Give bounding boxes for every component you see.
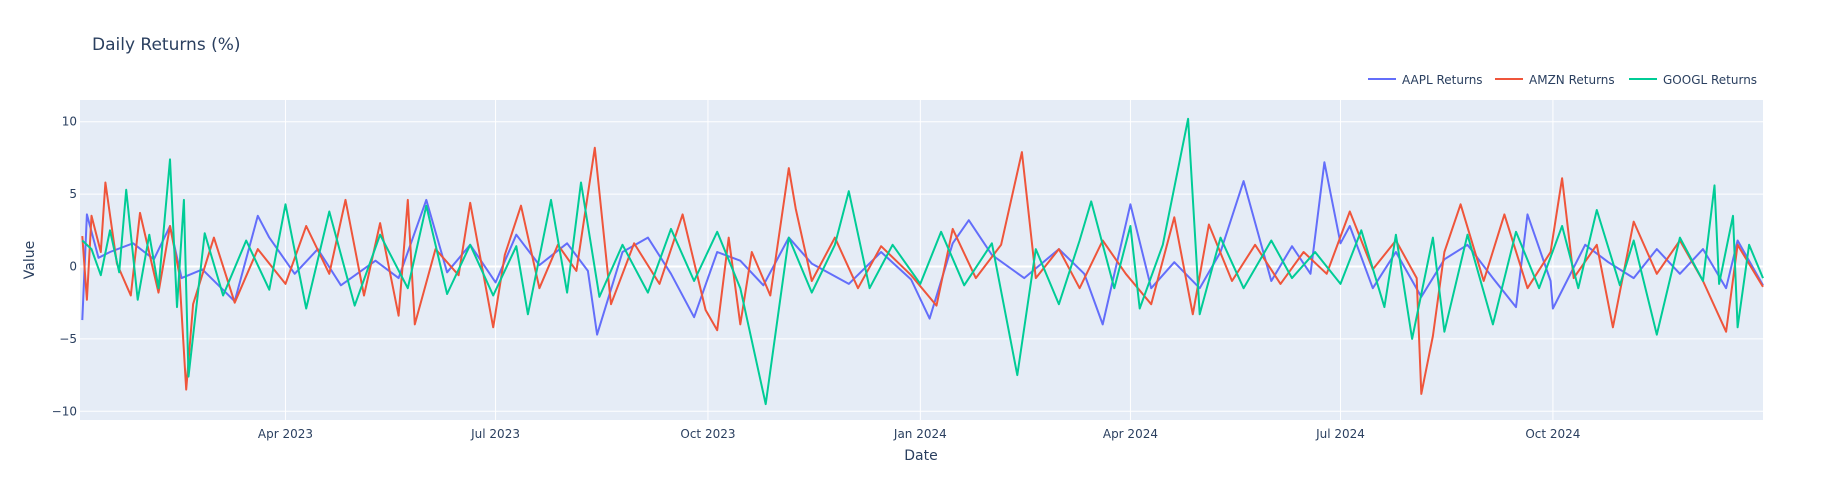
x-tick-label: Apr 2024: [1103, 427, 1158, 441]
x-tick-label: Jul 2023: [470, 427, 520, 441]
series-line-amzn: [81, 146, 1764, 395]
y-tick-label: 0: [69, 260, 77, 274]
series-line-googl: [81, 117, 1764, 406]
x-tick-label: Oct 2024: [1525, 427, 1580, 441]
legend-label-amzn: AMZN Returns: [1529, 73, 1615, 87]
x-tick-label: Oct 2023: [680, 427, 735, 441]
x-tick-label: Apr 2023: [258, 427, 313, 441]
y-tick-label: 5: [69, 187, 77, 201]
legend-item-googl[interactable]: GOOGL Returns: [1629, 73, 1757, 87]
series-lines: [81, 117, 1764, 406]
chart-title: Daily Returns (%): [92, 35, 241, 55]
x-tick-label: Jul 2024: [1315, 427, 1365, 441]
grid-lines: [80, 100, 1763, 420]
y-tick-label: −10: [52, 404, 77, 418]
y-tick-label: 10: [62, 115, 77, 129]
x-tick-labels: Apr 2023 Jul 2023 Oct 2023 Jan 2024 Apr 2024…: [258, 427, 1581, 441]
legend-item-amzn[interactable]: AMZN Returns: [1495, 73, 1615, 87]
x-axis-title: Date: [904, 448, 937, 464]
x-tick-label: Jan 2024: [893, 427, 947, 441]
legend-label-googl: GOOGL Returns: [1663, 73, 1757, 87]
y-tick-labels: 10 5 0 −5 −10: [52, 115, 77, 419]
series-line-aapl: [81, 161, 1764, 336]
y-axis-title: Value: [22, 241, 38, 279]
legend-label-aapl: AAPL Returns: [1402, 73, 1483, 87]
legend-item-aapl[interactable]: AAPL Returns: [1368, 73, 1483, 87]
plot-background: [80, 100, 1763, 420]
y-tick-label: −5: [59, 332, 77, 346]
legend: AAPL Returns AMZN Returns GOOGL Returns: [1368, 73, 1757, 87]
